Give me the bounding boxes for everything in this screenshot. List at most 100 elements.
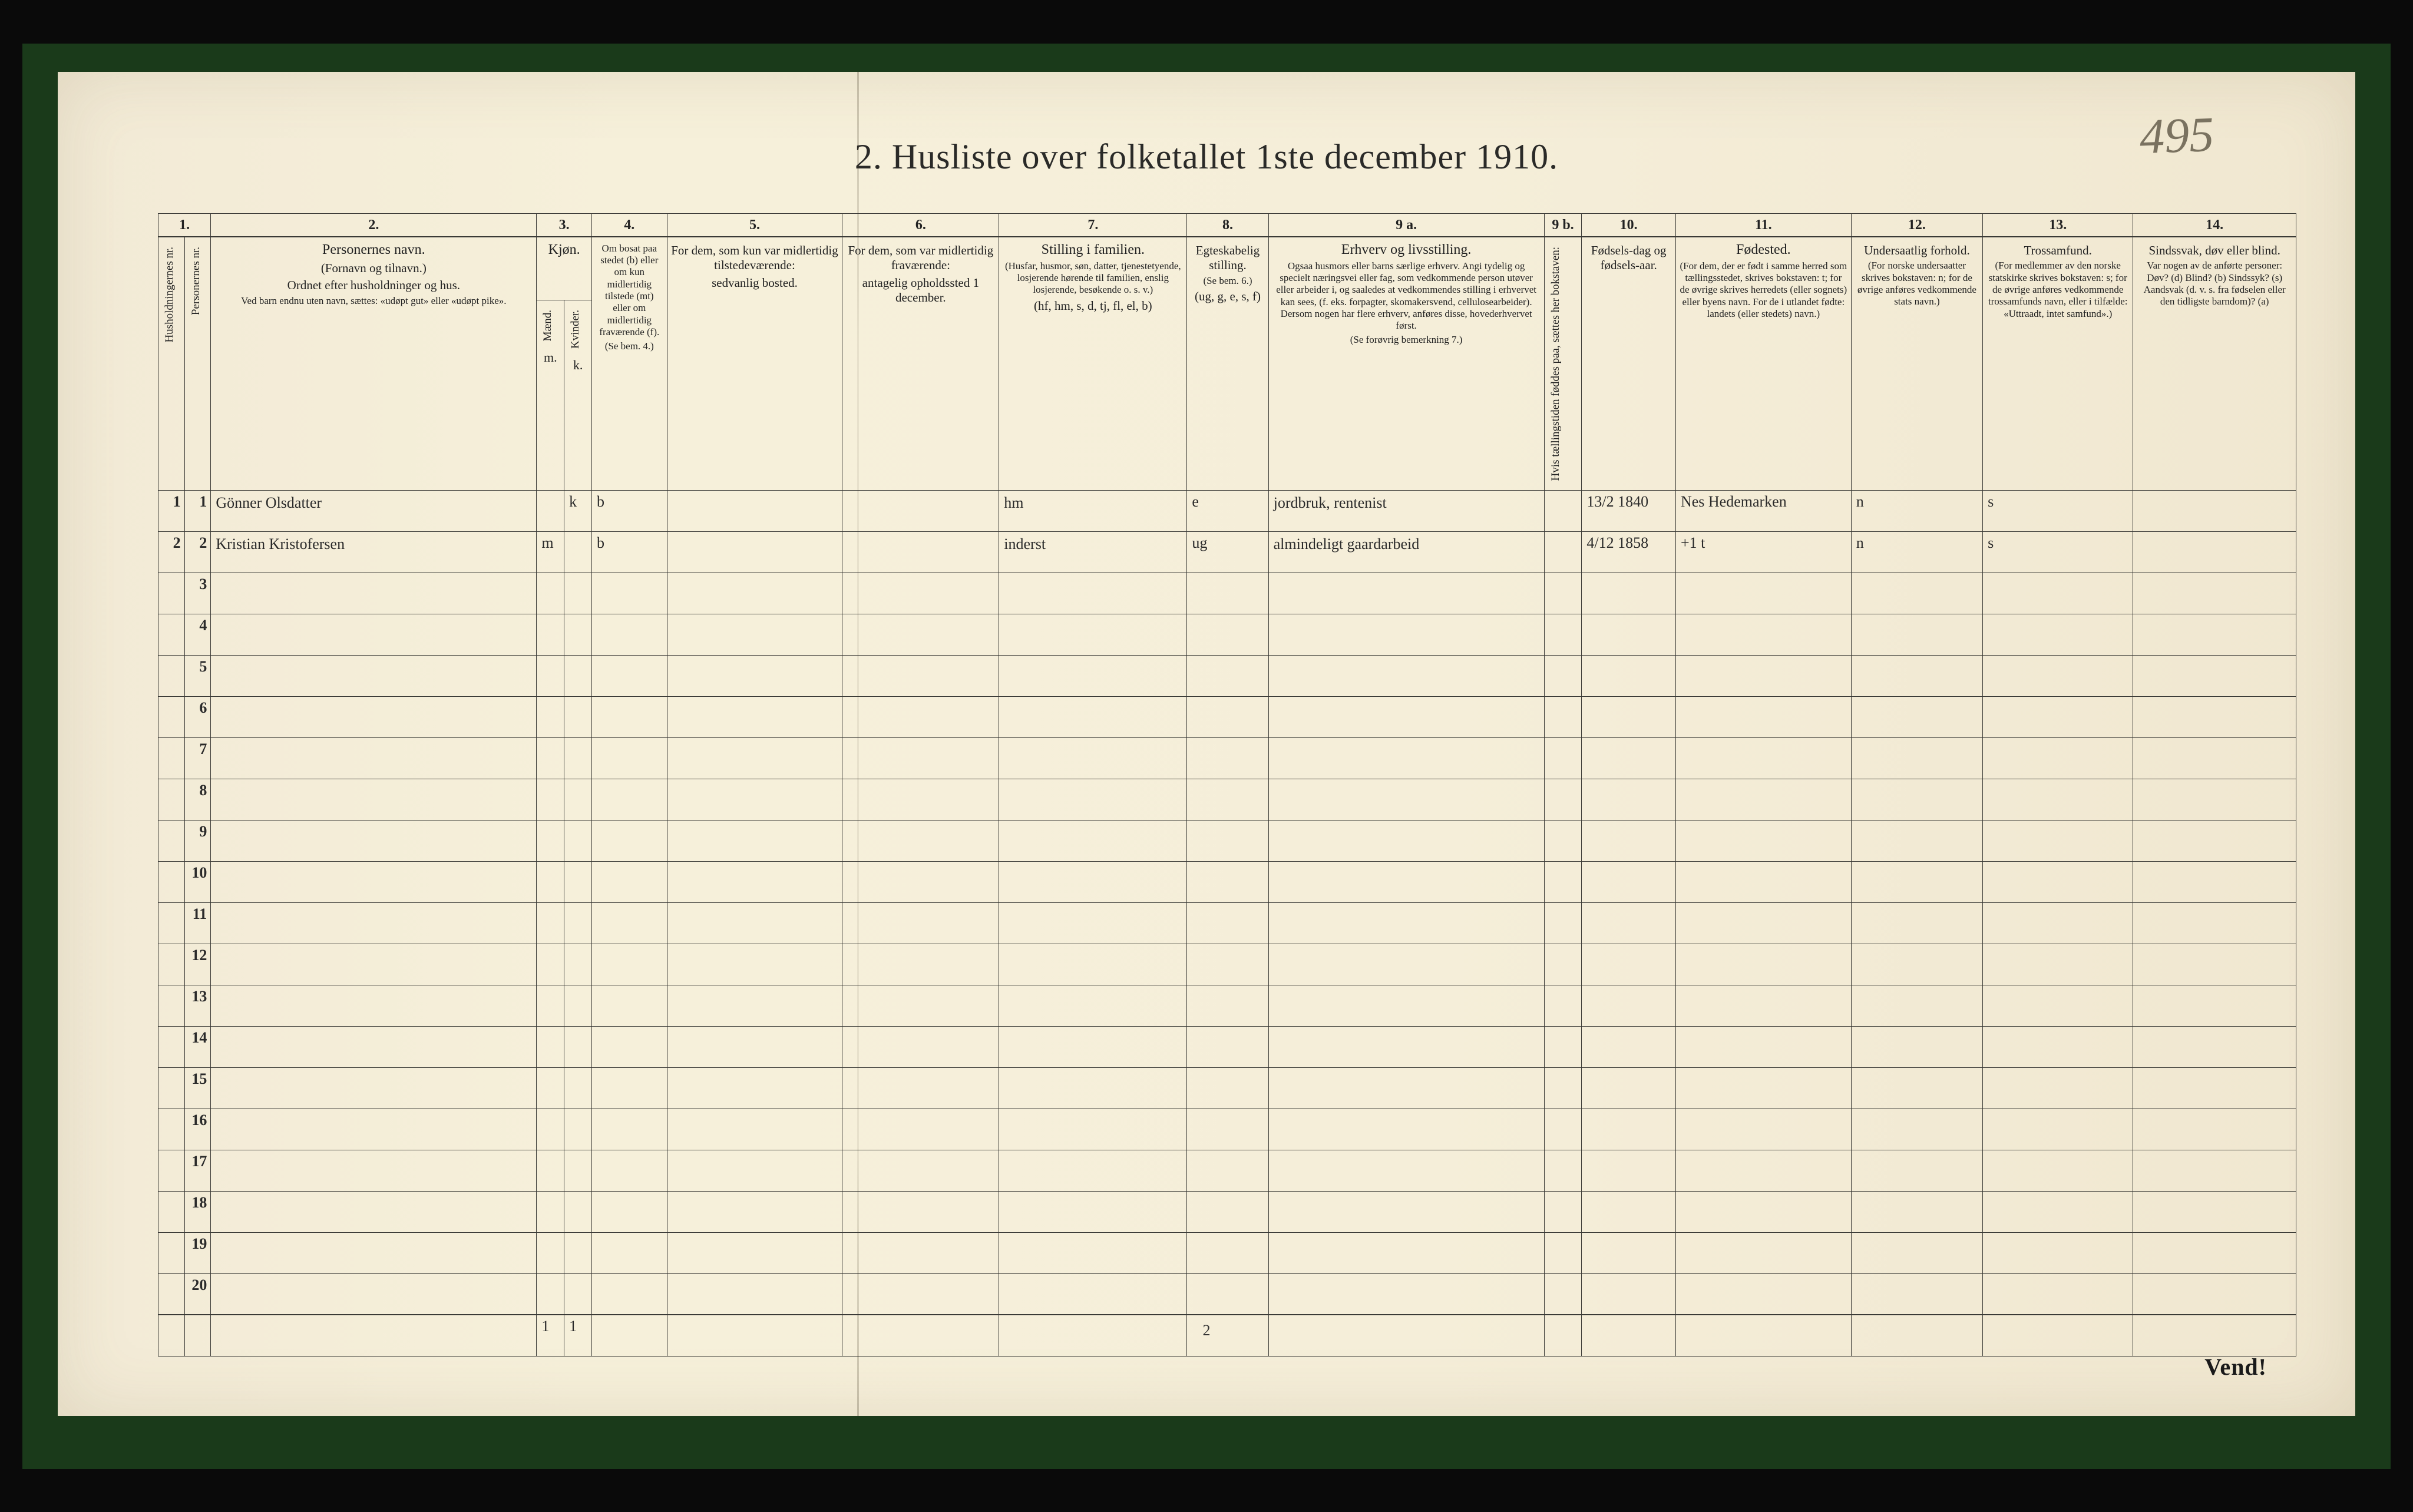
cell-empty: [2133, 1109, 2296, 1150]
cell-empty: [999, 985, 1187, 1026]
cell-empty: [1544, 944, 1582, 985]
column-number-row: 1. 2. 3. 4. 5. 6. 7. 8. 9 a. 9 b. 10. 11…: [158, 213, 2296, 237]
cell-empty: [1675, 614, 1851, 655]
cell-empty: [842, 1315, 999, 1356]
cell-empty: [564, 820, 592, 861]
cell-empty: [667, 1026, 842, 1067]
cell-faith: s: [1983, 531, 2133, 573]
col-sex-m: Mænd. m.: [537, 300, 564, 490]
cell-empty: [2133, 985, 2296, 1026]
cell-empty: [1675, 655, 1851, 696]
cell-empty: [1268, 779, 1544, 820]
table-row: 13: [158, 985, 2296, 1026]
cell-empty: [1268, 1067, 1544, 1109]
cell-empty: [1851, 573, 1982, 614]
cell-empty: [1544, 1150, 1582, 1191]
cell-empty: [1983, 1191, 2133, 1232]
table-row: 4: [158, 614, 2296, 655]
cell-empty: [842, 1232, 999, 1273]
cell-empty: [564, 985, 592, 1026]
colnum-9a: 9 a.: [1268, 213, 1544, 237]
col-faith: Trossamfund. (For medlemmer av den norsk…: [1983, 237, 2133, 491]
cell-empty: [537, 1026, 564, 1067]
cell-residence: b: [591, 531, 667, 573]
cell-empty: [1187, 614, 1268, 655]
cell-empty: [1851, 861, 1982, 902]
cell-empty: [2133, 944, 2296, 985]
table-row: 10: [158, 861, 2296, 902]
cell-empty: [1268, 573, 1544, 614]
cell-household-nr: [158, 944, 185, 985]
col-household-nr: Husholdningernes nr.: [158, 237, 185, 491]
cell-empty: [1983, 1067, 2133, 1109]
cell-empty: [667, 573, 842, 614]
cell-empty: [1851, 1150, 1982, 1191]
col-nationality-sub: (For norske undersaatter skrives bokstav…: [1855, 260, 1979, 308]
cell-empty: [1983, 1232, 2133, 1273]
cell-empty: [1187, 1109, 1268, 1150]
cell-empty: [999, 779, 1187, 820]
cell-empty: [2133, 1273, 2296, 1315]
col-name-sub1: (Fornavn og tilnavn.): [214, 261, 533, 276]
page-title: 2. Husliste over folketallet 1ste decemb…: [58, 72, 2355, 194]
cell-empty: [1851, 820, 1982, 861]
cell-empty: [2133, 614, 2296, 655]
cell-empty: [1851, 1315, 1982, 1356]
cell-empty: [591, 737, 667, 779]
cell-empty: [1983, 573, 2133, 614]
col-birthplace: Fødested. (For dem, der er født i samme …: [1675, 237, 1851, 491]
cell-empty: [1983, 655, 2133, 696]
cell-empty: [1187, 573, 1268, 614]
cell-empty: [1544, 1315, 1582, 1356]
cell-empty: [999, 1232, 1187, 1273]
scanner-frame: 495 2. Husliste over folketallet 1ste de…: [22, 44, 2391, 1469]
cell-empty: [1851, 779, 1982, 820]
cell-empty: [537, 944, 564, 985]
cell-empty: [1544, 1026, 1582, 1067]
cell-empty: [1187, 737, 1268, 779]
cell-household-nr: [158, 1232, 185, 1273]
cell-empty: [842, 1273, 999, 1315]
cell-empty: [1851, 1273, 1982, 1315]
cell-empty: [999, 861, 1187, 902]
cell-empty: [1582, 820, 1676, 861]
cell-empty: [591, 944, 667, 985]
col-name-sub3: Ved barn endnu uten navn, sættes: «udøpt…: [214, 295, 533, 307]
cell-empty: [842, 985, 999, 1026]
cell-household-nr: [158, 1150, 185, 1191]
col-sex-k-abbr: k.: [568, 357, 588, 373]
col-occupation-sub: Ogsaa husmors eller barns særlige erhver…: [1272, 260, 1541, 332]
cell-empty: [999, 696, 1187, 737]
cell-empty: [1983, 861, 2133, 902]
colnum-3: 3.: [537, 213, 592, 237]
col-occupation-sub2: (Se forøvrig bemerkning 7.): [1272, 334, 1541, 346]
table-row: 8: [158, 779, 2296, 820]
cell-empty: [1983, 1150, 2133, 1191]
cell-person-nr: 2: [184, 531, 211, 573]
cell-empty: [2133, 820, 2296, 861]
cell-empty: [211, 1232, 537, 1273]
cell-empty: [591, 573, 667, 614]
table-row: 22Kristian Kristofersenmbinderstugalmind…: [158, 531, 2296, 573]
cell-empty: [211, 1109, 537, 1150]
cell-empty: [591, 1273, 667, 1315]
cell-empty: [564, 1232, 592, 1273]
cell-empty: [2133, 696, 2296, 737]
cell-empty: [1983, 614, 2133, 655]
cell-person-nr: 18: [184, 1191, 211, 1232]
cell-birthplace: +1 t: [1675, 531, 1851, 573]
cell-household-nr: [158, 614, 185, 655]
cell-empty: [1675, 944, 1851, 985]
cell-empty: [1544, 985, 1582, 1026]
cell-empty: [1187, 1191, 1268, 1232]
cell-empty: [1983, 944, 2133, 985]
col-temp-present-title: For dem, som kun var midlertidig tilsted…: [671, 243, 839, 273]
cell-empty: [1544, 1109, 1582, 1150]
cell-empty: [667, 655, 842, 696]
cell-empty: [564, 1109, 592, 1150]
cell-empty: [1582, 573, 1676, 614]
cell-empty: [2133, 1026, 2296, 1067]
cell-empty: [2133, 1232, 2296, 1273]
cell-person-nr: 14: [184, 1026, 211, 1067]
cell-empty: [999, 1273, 1187, 1315]
